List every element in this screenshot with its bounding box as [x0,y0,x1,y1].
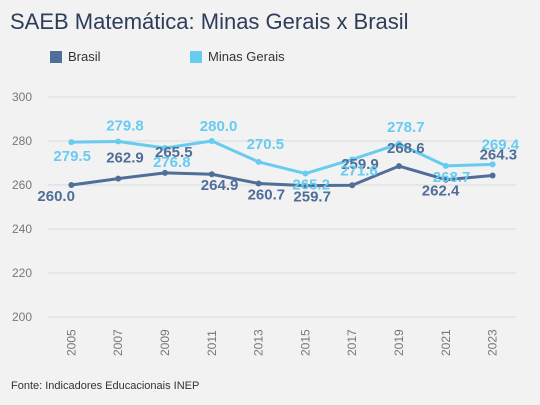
x-tick-label-2019: 2019 [392,329,406,356]
data-label-1-7: 278.7 [387,119,425,136]
data-label-1-4: 270.5 [247,136,285,153]
y-tick-label-280: 280 [12,134,32,148]
legend-swatch-0 [50,50,62,63]
data-label-0-2: 265.5 [155,144,193,161]
source-footer: Fonte: Indicadores Educacionais INEP [11,380,200,392]
data-point-0-1 [115,175,122,182]
x-tick-label-2021: 2021 [439,329,453,356]
x-tick-label-2013: 2013 [252,329,266,356]
legend-label-1: Minas Gerais [208,49,285,64]
x-tick-label-2009: 2009 [158,329,172,356]
data-label-1-6: 271.6 [340,162,378,179]
x-tick-label-2005: 2005 [64,329,78,356]
data-label-0-4: 260.7 [248,186,286,203]
data-label-1-3: 280.0 [200,118,238,135]
data-label-1-5: 265.2 [292,177,330,194]
data-label-0-5: 259.7 [293,189,331,206]
data-point-1-2 [162,145,168,152]
legend-item-1[interactable]: Minas Gerais [190,49,285,64]
data-point-0-8 [442,176,449,183]
data-point-0-3 [208,171,215,178]
data-label-0-0: 260.0 [37,188,75,205]
data-label-0-7: 268.6 [387,140,425,157]
data-point-0-4 [255,180,262,187]
data-point-0-7 [396,163,402,170]
data-label-0-8: 262.4 [422,183,460,200]
data-point-0-2 [162,169,168,176]
data-point-0-5 [302,182,309,189]
x-tick-label-2015: 2015 [298,329,312,356]
data-point-0-6 [349,182,356,189]
data-label-1-2: 276.8 [153,154,191,171]
y-tick-label-300: 300 [12,90,32,104]
data-label-0-3: 264.9 [201,177,239,194]
data-label-1-8: 268.7 [433,169,471,186]
y-tick-label-220: 220 [12,266,32,280]
data-point-0-9 [489,172,496,179]
series-line-1 [69,139,495,176]
legend-swatch-1 [190,50,202,63]
y-tick-label-200: 200 [12,310,32,324]
x-tick-label-2017: 2017 [345,329,359,356]
data-label-0-1: 262.9 [106,150,144,167]
data-point-1-7 [396,140,402,147]
data-point-1-6 [349,156,356,163]
data-point-1-9 [489,161,496,168]
x-tick-label-2023: 2023 [486,329,500,356]
series-line-0 [69,164,495,188]
data-point-1-4 [255,158,262,165]
chart-title: SAEB Matemática: Minas Gerais x Brasil [10,9,409,34]
x-tick-label-2007: 2007 [111,329,125,356]
legend-label-0: Brasil [68,49,101,64]
data-point-1-5 [302,170,309,177]
data-point-1-1 [115,138,122,145]
legend-item-0[interactable]: Brasil [50,49,101,64]
data-point-1-8 [442,162,449,169]
data-point-1-0 [68,139,75,146]
data-point-0-0 [68,182,75,188]
data-label-0-6: 259.9 [341,156,379,173]
legend: Brasil Minas Gerais [0,0,540,80]
data-label-1-9: 269.4 [482,136,520,153]
data-label-1-1: 279.8 [106,117,144,134]
y-tick-label-260: 260 [12,178,32,192]
data-label-0-9: 264.3 [480,147,518,164]
data-label-1-0: 279.5 [53,148,91,165]
x-tick-label-2011: 2011 [205,330,219,356]
y-tick-label-240: 240 [12,222,32,236]
data-point-1-3 [208,138,215,144]
